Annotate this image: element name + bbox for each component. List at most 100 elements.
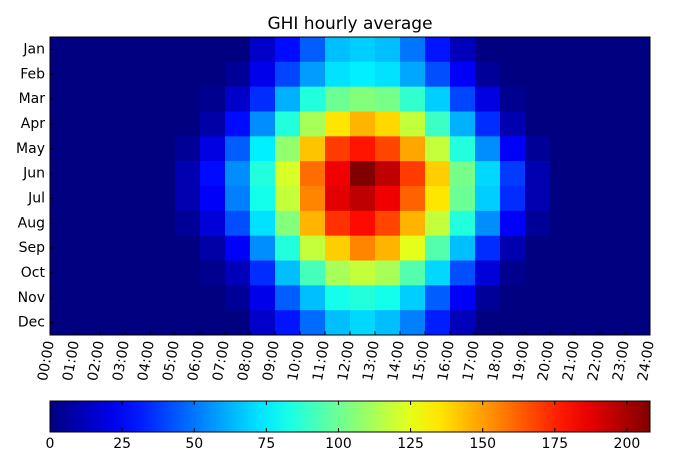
heat-cell: [475, 111, 501, 137]
heat-cell: [425, 285, 451, 311]
heat-cell: [600, 260, 626, 286]
heat-cell: [200, 136, 226, 162]
heat-cell: [350, 285, 376, 311]
heat-cell: [425, 186, 451, 212]
x-tick-label: 10:00: [285, 340, 308, 383]
heat-cell: [100, 310, 126, 336]
heat-cell: [400, 86, 426, 112]
heat-cell: [575, 136, 601, 162]
heat-cell: [400, 260, 426, 286]
chart-title: GHI hourly average: [267, 14, 432, 34]
heat-cell: [500, 86, 526, 112]
heat-cell: [400, 136, 426, 162]
heat-cell: [50, 285, 76, 311]
x-tick-label: 12:00: [335, 340, 358, 383]
heat-cell: [100, 61, 126, 87]
heat-cell: [125, 285, 151, 311]
heat-cell: [200, 37, 226, 63]
x-tick-label: 15:00: [410, 340, 433, 383]
heat-cell: [550, 61, 576, 87]
heat-cell: [200, 86, 226, 112]
heat-cell: [100, 161, 126, 187]
heat-cell: [550, 310, 576, 336]
heat-cell: [625, 136, 651, 162]
heat-cell: [175, 136, 201, 162]
heat-cell: [425, 260, 451, 286]
heat-cell: [350, 186, 376, 212]
heat-cell: [450, 210, 476, 236]
heat-cell: [300, 285, 326, 311]
heat-cell: [500, 136, 526, 162]
heat-cell: [75, 136, 101, 162]
heat-cell: [250, 260, 276, 286]
heat-cell: [550, 186, 576, 212]
heat-cell: [275, 235, 301, 261]
heat-cell: [475, 86, 501, 112]
heat-cell: [375, 210, 401, 236]
y-tick-label: Sep: [19, 240, 46, 256]
colorbar: [49, 400, 651, 433]
heat-cell: [400, 61, 426, 87]
heat-cell: [600, 37, 626, 63]
heat-cell: [450, 260, 476, 286]
heat-cell: [125, 161, 151, 187]
colorbar-tick-label: 25: [113, 436, 131, 452]
heat-cell: [475, 136, 501, 162]
heat-cell: [300, 310, 326, 336]
x-tick-label: 05:00: [160, 340, 183, 383]
heat-cell: [550, 260, 576, 286]
x-tick-label: 20:00: [535, 340, 558, 383]
heat-cell: [550, 210, 576, 236]
heat-cell: [325, 111, 351, 137]
x-tick-label: 18:00: [485, 340, 508, 383]
heat-cell: [175, 260, 201, 286]
heat-cell: [100, 111, 126, 137]
heat-cell: [575, 210, 601, 236]
heat-cell: [200, 210, 226, 236]
heat-cell: [200, 111, 226, 137]
heat-cell: [375, 310, 401, 336]
heat-cell: [450, 37, 476, 63]
heat-cell: [500, 161, 526, 187]
heat-cell: [125, 111, 151, 137]
heat-cell: [175, 37, 201, 63]
heat-cell: [450, 136, 476, 162]
heat-cell: [225, 161, 251, 187]
heat-cell: [600, 161, 626, 187]
heat-cell: [300, 235, 326, 261]
heat-cell: [250, 210, 276, 236]
heat-cell: [350, 37, 376, 63]
heat-cell: [150, 136, 176, 162]
heat-cell: [100, 285, 126, 311]
heat-cell: [350, 136, 376, 162]
heat-cell: [325, 161, 351, 187]
colorbar-tick-label: 200: [614, 436, 641, 452]
heat-cell: [125, 61, 151, 87]
heat-cell: [225, 37, 251, 63]
heat-cell: [275, 260, 301, 286]
x-tick-label: 17:00: [460, 340, 483, 383]
heat-cell: [550, 161, 576, 187]
heat-cell: [575, 260, 601, 286]
heat-cell: [125, 186, 151, 212]
heat-cell: [400, 37, 426, 63]
heat-cell: [225, 285, 251, 311]
heat-cell: [450, 310, 476, 336]
heat-cell: [100, 235, 126, 261]
heat-cell: [100, 210, 126, 236]
heat-cell: [75, 235, 101, 261]
heat-cell: [325, 260, 351, 286]
heat-cell: [500, 285, 526, 311]
heat-cell: [350, 310, 376, 336]
heat-cell: [475, 285, 501, 311]
heat-cell: [525, 235, 551, 261]
heat-cell: [250, 86, 276, 112]
heat-cell: [275, 37, 301, 63]
heat-cell: [75, 285, 101, 311]
heat-cell: [100, 186, 126, 212]
heat-cell: [250, 37, 276, 63]
heat-cell: [275, 161, 301, 187]
heat-cell: [50, 111, 76, 137]
heat-cell: [425, 86, 451, 112]
heat-cell: [625, 260, 651, 286]
